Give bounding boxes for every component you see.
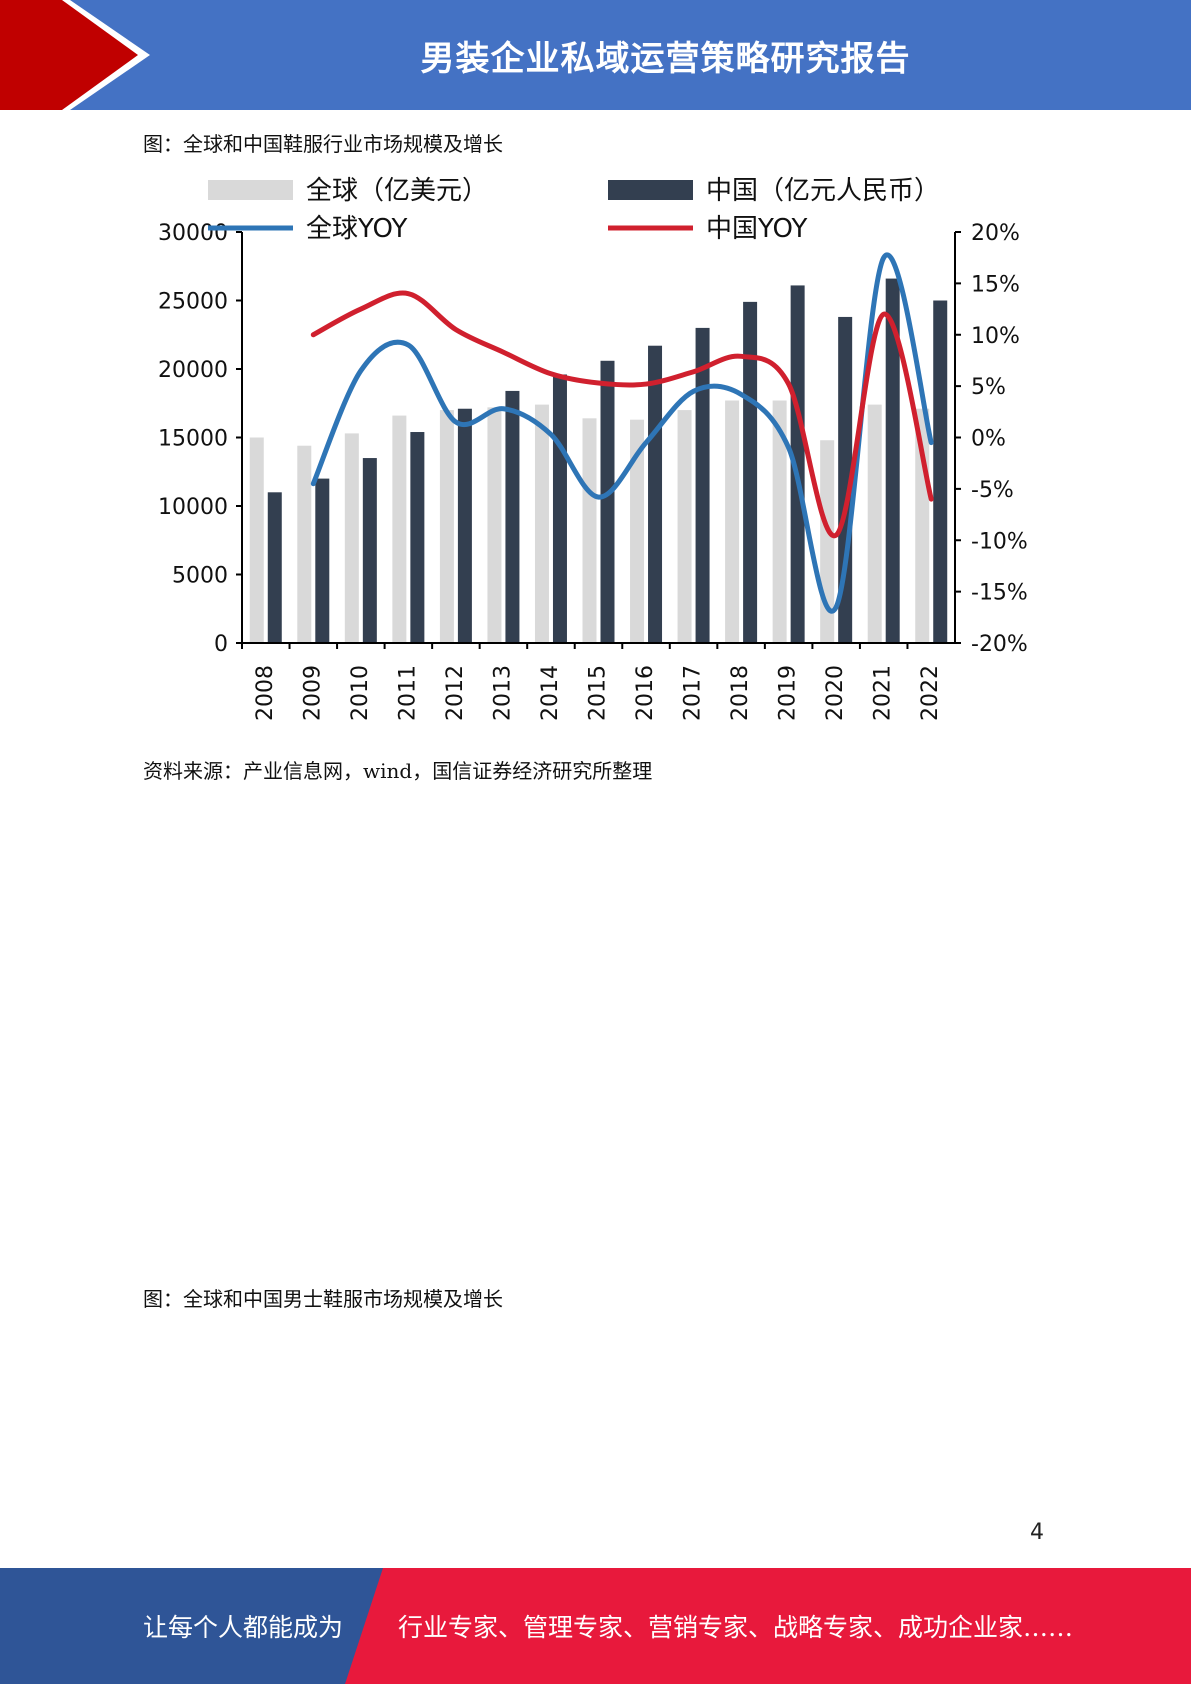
market-size-chart: 0 5000 10000 15000 20000 25000 30000 -20% -15% -1…	[158, 176, 1028, 721]
header-band: 男装企业私域运营策略研究报告	[0, 0, 1191, 110]
legend-label-3: 中国YOY	[706, 214, 808, 244]
bar-global-2009	[297, 445, 312, 643]
bar-china-2021	[885, 278, 900, 643]
bar-china-2022	[933, 300, 948, 643]
y-left-tick-label: 0	[214, 632, 228, 657]
bar-global-2016	[630, 419, 645, 643]
legend-swatch-0	[208, 180, 293, 200]
x-tick-label-2019: 2019	[776, 665, 801, 721]
legend-label-2: 全球YOY	[306, 214, 408, 244]
legend-label-0: 全球（亿美元）	[306, 176, 488, 206]
y-right-tick-label: 15%	[971, 272, 1020, 297]
y-right-tick-label: -5%	[971, 478, 1014, 503]
x-tick-label-2008: 2008	[253, 665, 278, 721]
bar-global-2018	[725, 400, 740, 643]
y-right-tick-label: -20%	[971, 632, 1028, 657]
bar-china-2012	[457, 408, 472, 643]
legend-swatch-1	[608, 180, 693, 200]
y-right-tick-label: -10%	[971, 529, 1028, 554]
y-left-tick-label: 15000	[158, 427, 228, 452]
y-left-tick-label: 20000	[158, 358, 228, 383]
line-china-yoy	[310, 290, 934, 538]
footer-band: 让每个人都能成为 行业专家、管理专家、营销专家、战略专家、成功企业家……	[0, 1568, 1191, 1684]
x-tick-label-2016: 2016	[633, 665, 658, 721]
bar-china-2015	[600, 360, 615, 643]
bar-china-2016	[648, 345, 663, 643]
x-tick-label-2021: 2021	[871, 665, 896, 721]
x-tick-label-2018: 2018	[728, 665, 753, 721]
y-left-tick-label: 30000	[158, 221, 228, 246]
x-tick-label-2013: 2013	[490, 665, 515, 721]
bar-china-2008	[267, 492, 282, 643]
bar-global-2019	[772, 400, 787, 643]
x-tick-label-2015: 2015	[586, 665, 611, 721]
figure1-source: 资料来源：产业信息网，wind，国信证券经济研究所整理	[143, 759, 653, 783]
x-tick-label-2010: 2010	[348, 665, 373, 721]
bar-global-2017	[677, 410, 692, 643]
y-left-tick-label: 25000	[158, 290, 228, 315]
y-right-tick-label: 10%	[971, 324, 1020, 349]
bar-global-2008	[249, 437, 264, 643]
x-tick-label-2012: 2012	[443, 665, 468, 721]
bar-global-2014	[534, 404, 549, 643]
bar-global-2012	[439, 410, 454, 643]
bar-global-2010	[344, 433, 359, 643]
page-number: 4	[1030, 1520, 1044, 1545]
x-tick-label-2017: 2017	[681, 665, 706, 721]
bar-global-2021	[867, 404, 882, 643]
bar-china-2011	[410, 432, 425, 643]
bar-china-2019	[790, 285, 805, 643]
report-title: 男装企业私域运营策略研究报告	[420, 38, 911, 79]
y-right-tick-label: 0%	[971, 427, 1006, 452]
bar-china-2014	[552, 374, 567, 643]
y-right-tick-label: -15%	[971, 581, 1028, 606]
x-tick-label-2020: 2020	[823, 665, 848, 721]
y-right-tick-label: 5%	[971, 375, 1006, 400]
footer-left-text: 让每个人都能成为	[143, 1613, 344, 1642]
legend-label-1: 中国（亿元人民币）	[706, 176, 940, 206]
bar-china-2010	[362, 458, 377, 643]
x-tick-label-2014: 2014	[538, 665, 563, 721]
bar-global-2011	[392, 415, 407, 643]
x-tick-label-2009: 2009	[300, 665, 325, 721]
figure2-caption: 图：全球和中国男士鞋服市场规模及增长	[143, 1287, 503, 1311]
y-right-tick-label: 20%	[971, 221, 1020, 246]
y-left-tick-label: 10000	[158, 495, 228, 520]
bar-china-2013	[505, 390, 520, 643]
bar-china-2017	[695, 327, 710, 643]
footer-right-text: 行业专家、管理专家、营销专家、战略专家、成功企业家……	[398, 1613, 1074, 1642]
bar-global-2013	[487, 407, 502, 643]
x-tick-label-2022: 2022	[918, 665, 943, 721]
figure1-caption: 图：全球和中国鞋服行业市场规模及增长	[143, 132, 503, 156]
bar-china-2009	[315, 478, 330, 643]
bar-china-2018	[743, 301, 758, 643]
header-chevron-icon	[0, 0, 150, 110]
bar-global-2015	[582, 418, 597, 643]
bar-china-2020	[838, 316, 853, 643]
footer-background	[0, 1568, 1191, 1684]
y-left-tick-label: 5000	[172, 564, 228, 589]
x-tick-label-2011: 2011	[395, 665, 420, 721]
